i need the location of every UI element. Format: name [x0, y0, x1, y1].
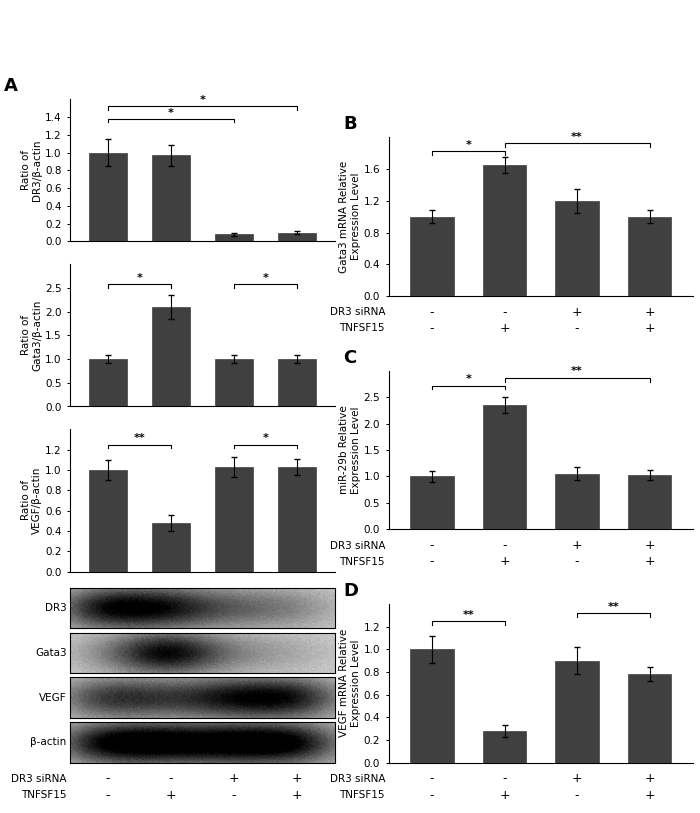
- Text: **: **: [571, 367, 583, 376]
- Text: DR3: DR3: [45, 603, 66, 613]
- Text: DR3 siRNA: DR3 siRNA: [330, 307, 385, 317]
- Bar: [555, 474, 598, 529]
- Text: -: -: [232, 789, 236, 802]
- Bar: [410, 650, 454, 763]
- Bar: [410, 476, 454, 529]
- Bar: [483, 405, 526, 529]
- Text: +: +: [644, 539, 654, 552]
- Text: *: *: [466, 140, 471, 150]
- Text: +: +: [644, 555, 654, 568]
- Text: +: +: [499, 789, 510, 802]
- Bar: [555, 661, 598, 763]
- Text: +: +: [644, 306, 654, 319]
- Bar: [555, 201, 598, 296]
- Bar: [483, 165, 526, 296]
- Y-axis label: Ratio of
DR3/β-actin: Ratio of DR3/β-actin: [21, 140, 42, 201]
- Text: VEGF: VEGF: [39, 693, 66, 702]
- Text: -: -: [575, 789, 580, 802]
- Text: +: +: [291, 772, 302, 785]
- Bar: [152, 307, 190, 406]
- Text: *: *: [466, 374, 471, 385]
- Bar: [628, 475, 671, 529]
- Bar: [215, 467, 253, 572]
- Text: DR3 siRNA: DR3 siRNA: [330, 541, 385, 550]
- Bar: [278, 233, 316, 241]
- Text: D: D: [343, 582, 358, 600]
- Text: -: -: [503, 306, 507, 319]
- Text: A: A: [4, 77, 18, 95]
- Text: -: -: [430, 539, 434, 552]
- Text: +: +: [572, 772, 582, 785]
- Text: -: -: [430, 555, 434, 568]
- Bar: [410, 216, 454, 296]
- Bar: [152, 155, 190, 241]
- Text: *: *: [136, 273, 142, 283]
- Text: +: +: [165, 789, 176, 802]
- Text: -: -: [575, 322, 580, 335]
- Text: +: +: [572, 539, 582, 552]
- Text: B: B: [343, 115, 356, 133]
- Text: -: -: [503, 539, 507, 552]
- Text: TNFSF15: TNFSF15: [340, 790, 385, 800]
- Bar: [628, 674, 671, 763]
- Bar: [89, 470, 127, 572]
- Bar: [215, 359, 253, 406]
- Text: *: *: [262, 273, 268, 283]
- Text: +: +: [291, 789, 302, 802]
- Text: Gata3: Gata3: [35, 648, 66, 658]
- Text: +: +: [572, 306, 582, 319]
- Y-axis label: Ratio of
VEGF/β-actin: Ratio of VEGF/β-actin: [21, 467, 42, 534]
- Text: **: **: [571, 132, 583, 141]
- Text: TNFSF15: TNFSF15: [21, 790, 66, 800]
- Y-axis label: Ratio of
Gata3/β-actin: Ratio of Gata3/β-actin: [21, 300, 42, 371]
- Text: +: +: [499, 322, 510, 335]
- Text: *: *: [199, 95, 205, 105]
- Text: **: **: [134, 433, 145, 443]
- Bar: [483, 731, 526, 763]
- Bar: [278, 467, 316, 572]
- Text: -: -: [430, 322, 434, 335]
- Text: -: -: [503, 772, 507, 785]
- Text: C: C: [343, 349, 356, 367]
- Bar: [215, 234, 253, 241]
- Y-axis label: miR-29b Relative
Expression Level: miR-29b Relative Expression Level: [340, 406, 360, 494]
- Text: -: -: [106, 772, 110, 785]
- Y-axis label: VEGF mRNA Relative
Expression Level: VEGF mRNA Relative Expression Level: [340, 629, 360, 737]
- Text: -: -: [106, 789, 110, 802]
- Bar: [628, 216, 671, 296]
- Text: +: +: [644, 772, 654, 785]
- Text: +: +: [499, 555, 510, 568]
- Text: **: **: [608, 602, 619, 612]
- Bar: [89, 153, 127, 241]
- Text: TNFSF15: TNFSF15: [340, 324, 385, 333]
- Text: +: +: [644, 322, 654, 335]
- Text: -: -: [430, 306, 434, 319]
- Y-axis label: Gata3 mRNA Relative
Expression Level: Gata3 mRNA Relative Expression Level: [340, 160, 360, 273]
- Text: +: +: [644, 789, 654, 802]
- Bar: [152, 523, 190, 572]
- Text: TNFSF15: TNFSF15: [340, 557, 385, 567]
- Text: -: -: [575, 555, 580, 568]
- Bar: [278, 359, 316, 406]
- Text: -: -: [169, 772, 173, 785]
- Text: *: *: [168, 107, 174, 118]
- Bar: [89, 359, 127, 406]
- Text: *: *: [262, 433, 268, 443]
- Text: DR3 siRNA: DR3 siRNA: [11, 774, 66, 784]
- Text: β-actin: β-actin: [30, 737, 66, 747]
- Text: -: -: [430, 772, 434, 785]
- Text: DR3 siRNA: DR3 siRNA: [330, 774, 385, 784]
- Text: **: **: [463, 610, 474, 620]
- Text: +: +: [228, 772, 239, 785]
- Text: -: -: [430, 789, 434, 802]
